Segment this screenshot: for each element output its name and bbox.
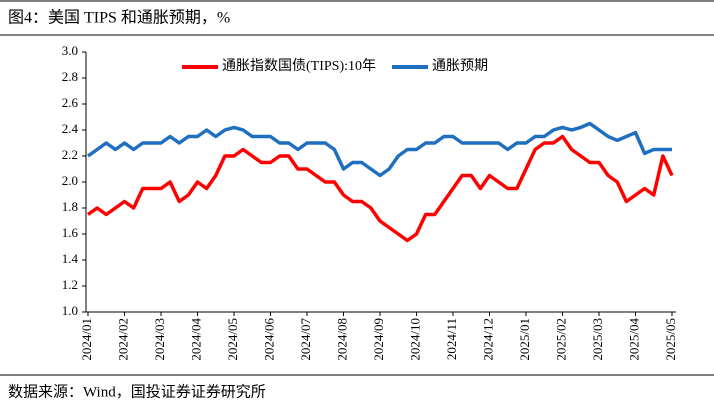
x-tick-label: 2024/02 xyxy=(115,318,130,361)
x-tick-label: 2024/01 xyxy=(79,318,94,361)
x-tick-label: 2024/10 xyxy=(407,318,422,361)
legend-label: 通胀预期 xyxy=(432,58,488,74)
x-tick-label: 2024/12 xyxy=(480,318,495,361)
y-tick-label: 2.0 xyxy=(62,173,78,188)
y-tick-label: 1.6 xyxy=(62,225,79,240)
x-tick-label: 2024/06 xyxy=(261,318,276,361)
series-line xyxy=(86,134,674,243)
y-tick-label: 2.2 xyxy=(62,147,78,162)
x-tick-label: 2024/09 xyxy=(371,318,386,361)
chart-title: 图4：美国 TIPS 和通胀预期，% xyxy=(8,9,230,27)
legend-label: 通胀指数国债(TIPS):10年 xyxy=(222,58,376,74)
x-tick-label: 2025/05 xyxy=(663,318,678,361)
x-tick-label: 2024/04 xyxy=(188,318,203,361)
y-tick-label: 3.0 xyxy=(62,43,78,58)
x-tick-label: 2024/11 xyxy=(444,318,459,360)
y-tick-label: 1.8 xyxy=(62,199,78,214)
x-tick-label: 2024/03 xyxy=(152,318,167,361)
x-tick-label: 2024/05 xyxy=(225,318,240,361)
y-tick-label: 1.0 xyxy=(62,303,78,318)
x-tick-label: 2024/08 xyxy=(334,318,349,361)
y-tick-label: 1.2 xyxy=(62,277,78,292)
x-tick-label: 2025/01 xyxy=(517,318,532,361)
y-tick-label: 2.6 xyxy=(62,95,79,110)
x-tick-label: 2025/03 xyxy=(590,318,605,361)
x-tick-label: 2024/07 xyxy=(298,318,313,361)
source: 数据来源：Wind，国投证券证券研究所 xyxy=(8,383,266,400)
y-tick-label: 1.4 xyxy=(62,251,79,266)
x-tick-label: 2025/04 xyxy=(626,318,641,361)
series-line xyxy=(86,121,672,178)
x-tick-label: 2025/02 xyxy=(553,318,568,361)
y-tick-label: 2.8 xyxy=(62,69,78,84)
y-tick-label: 2.4 xyxy=(62,121,79,136)
